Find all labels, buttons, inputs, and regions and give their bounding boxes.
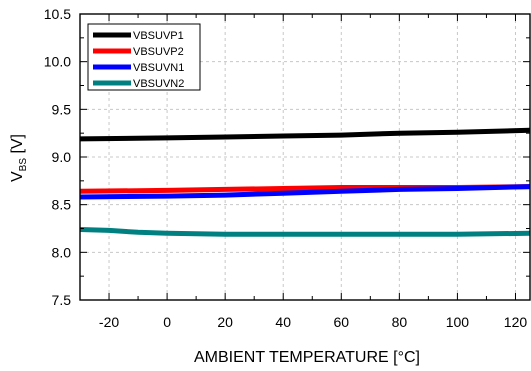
y-tick-label: 9.5 bbox=[52, 101, 72, 117]
series-line-vbsuvp1 bbox=[79, 127, 531, 142]
x-tick-label: 0 bbox=[163, 314, 171, 330]
legend-label: VBSUVN2 bbox=[133, 78, 184, 90]
y-axis-title-main: V bbox=[9, 171, 26, 182]
x-axis-title: AMBIENT TEMPERATURE [°C] bbox=[194, 349, 420, 366]
legend: VBSUVP1 VBSUVP2 VBSUVN1 VBSUVN2 bbox=[87, 23, 201, 91]
x-tick-label: -20 bbox=[99, 314, 119, 330]
y-tick-label: 7.5 bbox=[52, 292, 72, 308]
legend-entries: VBSUVP1 VBSUVP2 VBSUVN1 VBSUVN2 bbox=[93, 30, 184, 90]
x-tick-label: 100 bbox=[446, 314, 470, 330]
axis-ticks bbox=[79, 13, 530, 301]
series-lines bbox=[79, 127, 531, 237]
y-tick-label: 10.0 bbox=[44, 54, 71, 70]
axis-tick-labels: -20 0 20 40 60 80 100 120 7.5 8.0 8.5 9.0 9.5 10.0 10.… bbox=[44, 6, 528, 330]
y-tick-label: 10.5 bbox=[44, 6, 71, 22]
y-tick-label: 8.0 bbox=[52, 244, 72, 260]
y-tick-label: 9.0 bbox=[52, 149, 72, 165]
y-axis-title-unit: [V] bbox=[9, 134, 26, 158]
x-tick-label: 40 bbox=[275, 314, 291, 330]
x-tick-label: 20 bbox=[217, 314, 233, 330]
y-tick-label: 8.5 bbox=[52, 197, 72, 213]
x-tick-label: 120 bbox=[504, 314, 528, 330]
series-line-vbsuvn1 bbox=[79, 184, 531, 200]
x-tick-label: 80 bbox=[392, 314, 408, 330]
y-axis-title: VBS [V] bbox=[9, 134, 29, 182]
legend-label: VBSUVN1 bbox=[133, 62, 184, 74]
x-tick-label: 60 bbox=[334, 314, 350, 330]
legend-label: VBSUVP1 bbox=[133, 30, 184, 42]
y-axis-title-subscript: BS bbox=[18, 158, 29, 172]
grid bbox=[80, 14, 530, 300]
legend-label: VBSUVP2 bbox=[133, 46, 184, 58]
series-line-vbsuvn2 bbox=[79, 227, 531, 237]
